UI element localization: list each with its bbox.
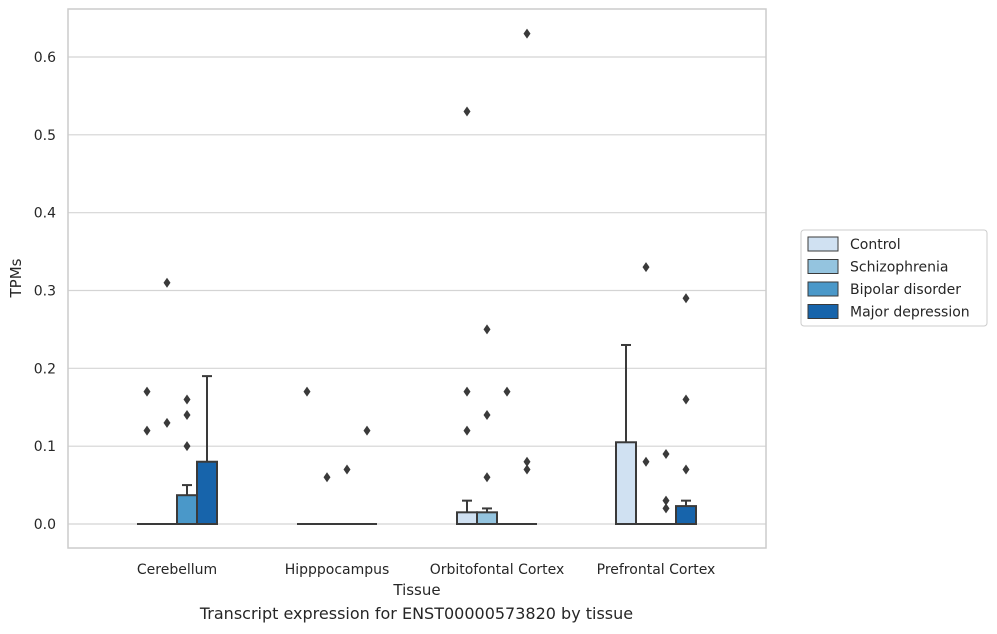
y-tick-label: 0.4 <box>34 206 56 222</box>
x-axis-label: Tissue <box>392 581 440 599</box>
legend-swatch <box>807 304 839 319</box>
outlier-point <box>523 464 531 475</box>
outlier-point <box>523 28 531 39</box>
outlier-point <box>343 464 351 475</box>
y-tick-label: 0.3 <box>34 284 56 300</box>
outlier-point <box>143 386 151 397</box>
outlier-point <box>682 464 690 475</box>
outlier-point <box>163 277 171 288</box>
legend-swatch <box>807 236 839 252</box>
outlier-point <box>682 293 690 304</box>
y-tick-label: 0.1 <box>34 439 56 455</box>
y-tick-label: 0.5 <box>34 128 56 144</box>
x-tick-labels: Cerebellum Hipppocampus Orbitofontal Corte… <box>137 562 715 578</box>
x-tick-label: Hipppocampus <box>285 562 390 578</box>
x-tick-label: Orbitofontal Cortex <box>430 562 565 578</box>
legend-label: Schizophrenia <box>850 260 948 276</box>
legend-swatch <box>807 281 839 297</box>
x-tick-label: Prefrontal Cortex <box>597 562 716 578</box>
outlier-point <box>662 448 670 459</box>
y-tick-label: 0.0 <box>34 517 56 533</box>
legend-label: Major depression <box>850 305 970 321</box>
box <box>196 460 218 526</box>
outlier-point <box>183 410 191 421</box>
figure-caption: Transcript expression for ENST0000057382… <box>199 604 634 623</box>
outlier-point <box>662 495 670 506</box>
outlier-point <box>483 472 491 483</box>
outlier-point <box>303 386 311 397</box>
outlier-point <box>463 425 471 436</box>
y-tick-label: 0.2 <box>34 361 56 377</box>
chart-marks <box>137 28 697 526</box>
outlier-point <box>662 503 670 514</box>
legend: Control Schizophrenia Bipolar disorder Majo… <box>800 229 988 327</box>
outlier-point <box>463 386 471 397</box>
y-tick-labels: 0.0 0.1 0.2 0.3 0.4 0.5 0.6 <box>34 50 56 533</box>
x-tick-label: Cerebellum <box>137 562 217 578</box>
outlier-point <box>642 262 650 273</box>
box <box>176 494 198 525</box>
legend-swatch <box>807 259 839 274</box>
outlier-point <box>143 425 151 436</box>
plot-frame <box>67 8 767 549</box>
legend-frame <box>800 229 988 327</box>
outlier-point <box>183 441 191 452</box>
y-tick-label: 0.6 <box>34 50 56 66</box>
legend-label: Control <box>850 237 901 253</box>
outlier-point <box>363 425 371 436</box>
outlier-point <box>183 394 191 405</box>
outlier-point <box>463 106 471 117</box>
box <box>476 511 498 526</box>
outlier-point <box>163 417 171 428</box>
grid-lines <box>68 56 766 525</box>
box <box>615 441 637 525</box>
outlier-point <box>503 386 511 397</box>
legend-label: Bipolar disorder <box>850 282 961 298</box>
outlier-point <box>642 456 650 467</box>
outlier-point <box>483 410 491 421</box>
outlier-point <box>323 472 331 483</box>
box <box>456 511 478 526</box>
outlier-point <box>483 324 491 335</box>
outlier-point <box>523 456 531 467</box>
y-axis-label: TPMs <box>7 258 25 298</box>
outlier-point <box>682 394 690 405</box>
box <box>675 505 697 525</box>
